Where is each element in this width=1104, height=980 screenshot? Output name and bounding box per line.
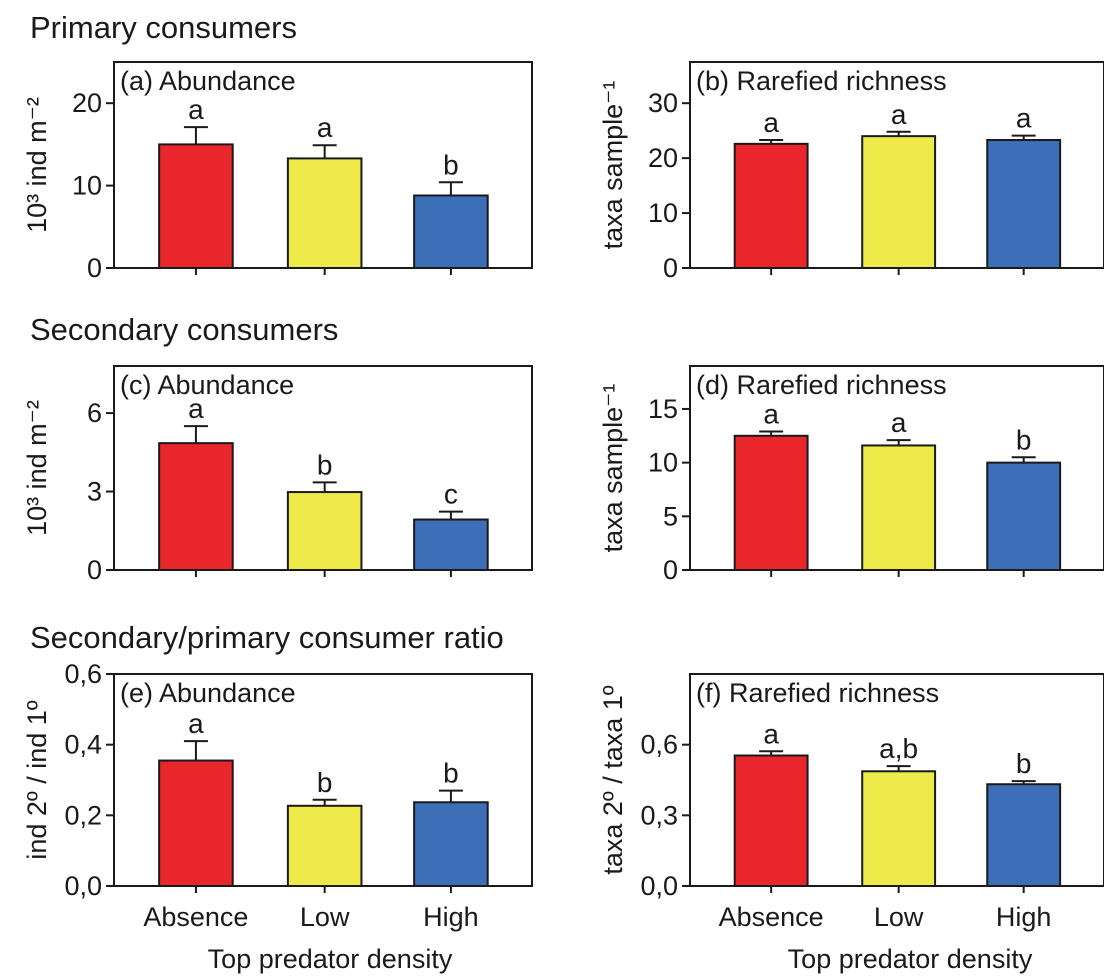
y-tick-label-a: 20 (72, 88, 102, 118)
section-title-secondary: Secondary consumers (30, 312, 338, 347)
category-label-f-absence: Absence (719, 902, 824, 932)
y-tick-label-f: 0,6 (640, 730, 678, 760)
plot-frame-d (689, 365, 1104, 571)
plot-frame-c (113, 365, 533, 571)
category-label-f-high: High (996, 902, 1052, 932)
bar-f-high (986, 783, 1062, 887)
bar-d-high (986, 461, 1062, 572)
significance-label-b-high: a (1016, 103, 1032, 134)
bar-f-absence (733, 754, 809, 887)
y-tick-label-d: 15 (648, 394, 678, 424)
plot-frame-a (113, 61, 533, 269)
bar-e-low (286, 804, 363, 887)
plot-frame-e (113, 673, 533, 887)
section-title-primary: Primary consumers (30, 10, 297, 45)
y-tick-label-e: 0,4 (64, 730, 102, 760)
y-tick-label-d: 10 (648, 448, 678, 478)
category-label-f-low: Low (874, 902, 924, 932)
panel-b: a a a 0 10 20 30 (b) Rarefied richness taxa samp… (598, 61, 1104, 283)
panels: a a b 0 10 20 (a) Abundance 10³ ind m⁻² a a a 0 10 20… (22, 61, 1104, 932)
panel-a: a a b 0 10 20 (a) Abundance 10³ ind m⁻² (22, 61, 533, 283)
y-tick-label-c: 6 (87, 398, 102, 428)
panel-label-c: (c) Abundance (120, 370, 294, 400)
significance-label-d-low: a (891, 407, 907, 438)
bar-b-high (986, 139, 1062, 270)
y-axis-label-a: 10³ ind m⁻² (22, 97, 52, 233)
y-tick-label-f: 0,3 (640, 800, 678, 830)
y-tick-label-c: 3 (87, 477, 102, 507)
category-label-e-low: Low (300, 902, 350, 932)
bar-f-low (861, 770, 937, 887)
bar-b-low (861, 135, 937, 269)
significance-label-c-absence: a (188, 393, 204, 424)
significance-label-a-absence: a (188, 94, 204, 125)
bar-d-low (861, 444, 937, 572)
y-axis-label-b: taxa sample⁻¹ (598, 81, 628, 250)
bar-e-absence (158, 759, 234, 887)
panel-f: a a,b b 0,0 0,3 0,6 Absence Low High (f) Rarefied… (598, 673, 1104, 932)
bar-a-absence (158, 143, 234, 269)
y-tick-label-e: 0,6 (64, 659, 102, 689)
section-title-ratio: Secondary/primary consumer ratio (30, 620, 504, 655)
significance-label-a-low: a (317, 112, 333, 143)
y-tick-label-b: 0 (663, 253, 678, 283)
panel-label-b: (b) Rarefied richness (696, 66, 947, 96)
panel-label-e: (e) Abundance (120, 678, 296, 708)
significance-label-d-absence: a (763, 398, 779, 429)
y-tick-label-a: 10 (72, 171, 102, 201)
y-tick-label-d: 0 (663, 555, 678, 585)
bar-c-absence (158, 442, 234, 571)
y-axis-label-e: ind 2º / ind 1º (22, 700, 52, 859)
bar-c-high (413, 518, 489, 571)
significance-label-f-high: b (1016, 748, 1032, 779)
bar-e-high (413, 801, 489, 888)
y-tick-label-c: 0 (87, 555, 102, 585)
significance-label-e-high: b (443, 758, 459, 789)
panel-e: a b b 0,0 0,2 0,4 0,6 Absence Low High (e) Abundan… (22, 659, 533, 932)
category-label-e-absence: Absence (143, 902, 248, 932)
bar-a-low (286, 157, 363, 270)
x-axis-title-right: Top predator density (788, 944, 1033, 974)
y-tick-label-d: 5 (663, 501, 678, 531)
significance-label-b-low: a (891, 99, 907, 130)
y-tick-label-b: 20 (648, 143, 678, 173)
category-label-e-high: High (423, 902, 479, 932)
y-tick-label-b: 10 (648, 198, 678, 228)
panel-label-d: (d) Rarefied richness (696, 370, 947, 400)
significance-label-e-low: b (317, 767, 333, 798)
panel-label-a: (a) Abundance (120, 66, 296, 96)
bar-c-low (286, 491, 363, 571)
significance-label-f-low: a,b (879, 733, 918, 764)
y-axis-label-c: 10³ ind m⁻² (22, 400, 52, 536)
y-tick-label-b: 30 (648, 88, 678, 118)
panel-c: a b c 0 3 6 (c) Abundance 10³ ind m⁻² (22, 365, 533, 585)
significance-label-b-absence: a (763, 107, 779, 138)
y-axis-label-f: taxa 2º / taxa 1º (598, 685, 628, 874)
significance-label-f-absence: a (763, 718, 779, 749)
bar-a-high (413, 194, 489, 270)
plot-frame-f (689, 673, 1104, 887)
plot-frame-b (689, 61, 1104, 269)
bar-d-absence (733, 434, 809, 571)
significance-label-c-high: c (444, 479, 458, 510)
significance-label-d-high: b (1016, 424, 1032, 455)
significance-label-e-absence: a (188, 708, 204, 739)
y-tick-label-a: 0 (87, 253, 102, 283)
bar-b-absence (733, 142, 809, 269)
panel-label-f: (f) Rarefied richness (696, 678, 939, 708)
significance-label-a-high: b (443, 149, 459, 180)
y-tick-label-f: 0,0 (640, 871, 678, 901)
y-axis-label-d: taxa sample⁻¹ (598, 384, 628, 553)
x-axis-title-left: Top predator density (208, 944, 453, 974)
significance-label-c-low: b (317, 449, 333, 480)
y-tick-label-e: 0,2 (64, 800, 102, 830)
panel-d: a a b 0 5 10 15 (d) Rarefied richness taxa sampl… (598, 365, 1104, 585)
y-tick-label-e: 0,0 (64, 871, 102, 901)
